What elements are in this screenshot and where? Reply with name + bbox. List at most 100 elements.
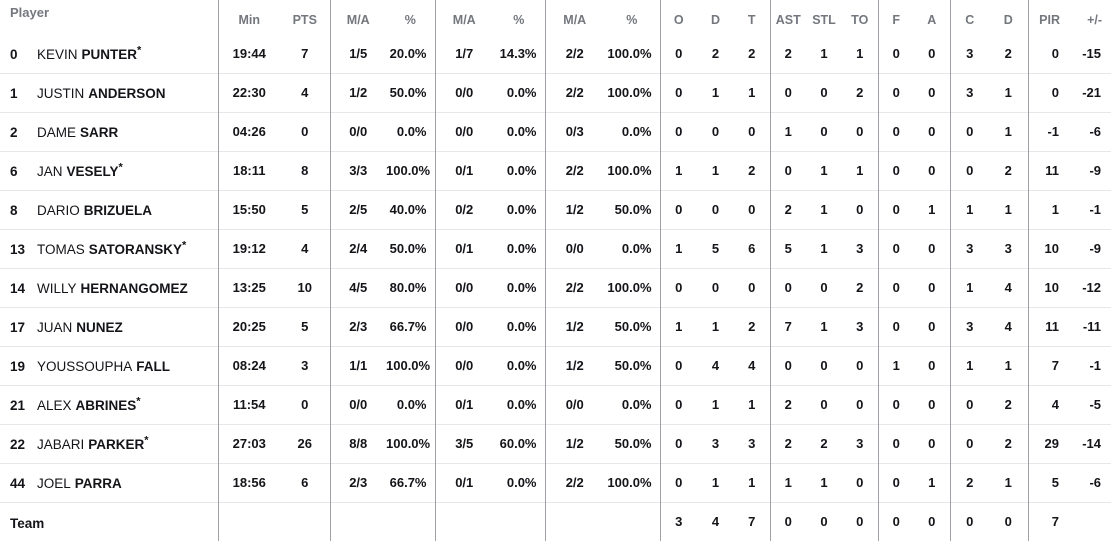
player-first-name: JAN <box>37 164 63 180</box>
stat-reb-defensive: 4 <box>697 345 734 385</box>
player-row[interactable]: 2 DAME SARR 04:26 0 0/0 0.0% 0/0 0.0% 0/3 … <box>0 111 1111 151</box>
col-header-3pt-ma: M/A <box>434 0 493 34</box>
stat-ft-percent: 0.0% <box>604 228 660 268</box>
stat-assists: 2 <box>769 34 806 73</box>
col-header-3pt-pct: % <box>513 13 525 27</box>
stat-pir: 29 <box>1027 423 1073 463</box>
stat-turnovers: 0 <box>842 345 878 385</box>
stat-ft-percent: 50.0% <box>604 189 660 229</box>
stat-2pt-percent <box>386 501 435 541</box>
stat-plus-minus: -6 <box>1073 462 1111 502</box>
stat-steals: 0 <box>806 72 842 112</box>
stat-assists: 1 <box>769 111 806 151</box>
col-header-ft-pct: % <box>626 13 638 27</box>
player-cell: 44 JOEL PARRA <box>0 462 218 502</box>
stat-points: 4 <box>280 228 330 268</box>
stat-c: 0 <box>949 150 989 190</box>
player-row[interactable]: 1 JUSTIN ANDERSON 22:30 4 1/2 50.0% 0/0 0.… <box>0 72 1111 112</box>
stat-reb-defensive: 1 <box>697 306 734 346</box>
player-last-name: FALL <box>136 359 171 375</box>
stat-fouls-committed: 0 <box>877 462 914 502</box>
stat-2pt-made-attempted: 4/5 <box>329 267 386 307</box>
player-last-name: Team <box>10 515 45 531</box>
stat-ft-percent: 50.0% <box>604 345 660 385</box>
stat-ft-made-attempted: 2/2 <box>544 72 604 112</box>
stat-plus-minus: -12 <box>1073 267 1111 307</box>
stat-points: 5 <box>280 306 330 346</box>
stat-fouls-against: 0 <box>914 228 950 268</box>
stat-3pt-percent: 0.0% <box>493 111 545 151</box>
stat-assists: 1 <box>769 462 806 502</box>
col-header-to: TO <box>851 13 869 27</box>
stat-ft-made-attempted: 0/0 <box>544 384 604 424</box>
player-row[interactable]: 6 JAN VESELY* 18:11 8 3/3 100.0% 0/1 0.0% … <box>0 150 1111 190</box>
stat-fouls-committed: 0 <box>877 501 914 541</box>
jersey-number: 22 <box>10 437 26 453</box>
stat-turnovers: 3 <box>842 306 878 346</box>
stat-reb-offensive: 0 <box>659 384 697 424</box>
stat-reb-offensive: 0 <box>659 267 697 307</box>
stat-pir: 4 <box>1027 384 1073 424</box>
stat-ft-made-attempted: 1/2 <box>544 189 604 229</box>
stat-3pt-percent: 0.0% <box>493 306 545 346</box>
col-header-2pt-pct: % <box>404 13 416 27</box>
player-name: Team <box>10 516 44 531</box>
player-last-name: NUNEZ <box>76 320 123 336</box>
stat-points: 10 <box>280 267 330 307</box>
jersey-number: 6 <box>10 164 18 180</box>
starter-mark: * <box>182 239 187 252</box>
stat-plus-minus: -11 <box>1073 306 1111 346</box>
player-last-name: SARR <box>80 125 119 141</box>
stat-2pt-percent: 100.0% <box>386 345 435 385</box>
stat-3pt-percent: 0.0% <box>493 150 545 190</box>
stat-plus-minus: -6 <box>1073 111 1111 151</box>
stat-3pt-made-attempted: 0/0 <box>434 72 493 112</box>
player-row[interactable]: 22 JABARI PARKER* 27:03 26 8/8 100.0% 3/5 … <box>0 423 1111 463</box>
player-cell: 19 YOUSSOUPHA FALL <box>0 345 218 385</box>
player-name: JAN VESELY* <box>37 162 123 180</box>
stat-c: 1 <box>949 267 989 307</box>
player-name: ALEX ABRINES* <box>37 396 141 414</box>
player-first-name: TOMAS <box>37 242 85 258</box>
player-row[interactable]: 17 JUAN NUNEZ 20:25 5 2/3 66.7% 0/0 0.0% 1… <box>0 306 1111 346</box>
stat-reb-defensive: 3 <box>697 423 734 463</box>
stat-reb-offensive: 1 <box>659 228 697 268</box>
player-row[interactable]: 19 YOUSSOUPHA FALL 08:24 3 1/1 100.0% 0/0 … <box>0 345 1111 385</box>
stat-turnovers: 2 <box>842 72 878 112</box>
stat-minutes: 20:25 <box>217 306 280 346</box>
stat-reb-defensive: 0 <box>697 111 734 151</box>
stat-ft-made-attempted: 2/2 <box>544 150 604 190</box>
starter-mark: * <box>144 434 149 447</box>
stat-2pt-made-attempted: 1/2 <box>329 72 386 112</box>
player-row[interactable]: 44 JOEL PARRA 18:56 6 2/3 66.7% 0/1 0.0% 2… <box>0 462 1111 502</box>
player-row[interactable]: 14 WILLY HERNANGOMEZ 13:25 10 4/5 80.0% 0/… <box>0 267 1111 307</box>
col-header-c: C <box>949 0 989 34</box>
stat-turnovers: 0 <box>842 501 878 541</box>
stat-2pt-made-attempted: 2/3 <box>329 462 386 502</box>
stat-c: 1 <box>949 345 989 385</box>
jersey-number: 21 <box>10 398 26 414</box>
stat-reb-defensive: 1 <box>697 72 734 112</box>
player-row[interactable]: 21 ALEX ABRINES* 11:54 0 0/0 0.0% 0/1 0.0%… <box>0 384 1111 424</box>
stat-steals: 1 <box>806 306 842 346</box>
stat-steals: 2 <box>806 423 842 463</box>
stat-2pt-percent: 100.0% <box>386 150 435 190</box>
stat-fouls-against: 1 <box>914 462 950 502</box>
stat-minutes: 19:44 <box>217 34 280 73</box>
stat-points <box>280 501 330 541</box>
player-last-name: VESELY <box>66 164 119 180</box>
stat-ft-percent <box>604 501 660 541</box>
stat-3pt-percent: 0.0% <box>493 228 545 268</box>
player-row[interactable]: 13 TOMAS SATORANSKY* 19:12 4 2/4 50.0% 0/1… <box>0 228 1111 268</box>
stat-turnovers: 0 <box>842 111 878 151</box>
col-header-stl: STL <box>812 13 836 27</box>
player-row[interactable]: 0 KEVIN PUNTER* 19:44 7 1/5 20.0% 1/7 14.3… <box>0 34 1111 73</box>
player-name: JABARI PARKER* <box>37 434 149 453</box>
stat-steals: 1 <box>806 462 842 502</box>
player-cell: 17 JUAN NUNEZ <box>0 306 218 346</box>
stat-2pt-percent: 40.0% <box>386 189 435 229</box>
player-first-name: WILLY <box>37 281 77 297</box>
player-cell: 13 TOMAS SATORANSKY* <box>0 228 218 268</box>
player-row[interactable]: 8 DARIO BRIZUELA 15:50 5 2/5 40.0% 0/2 0.0… <box>0 189 1111 229</box>
stat-3pt-made-attempted: 0/2 <box>434 189 493 229</box>
